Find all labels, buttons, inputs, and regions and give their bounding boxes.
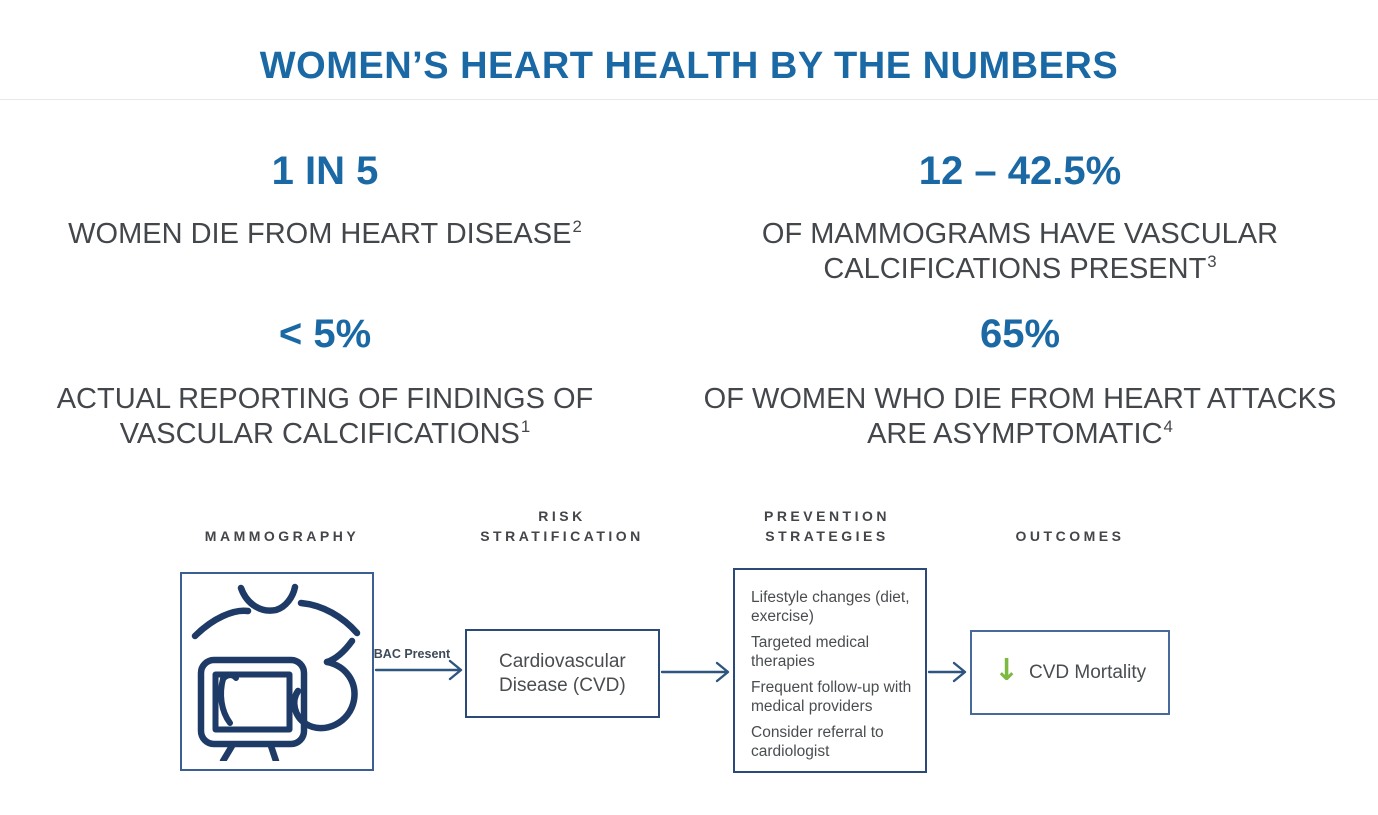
reference-superscript: 1 xyxy=(520,417,531,437)
stat-caption-text: OF MAMMOGRAMS HAVE VASCULAR CALCIFICATIO… xyxy=(761,218,1279,285)
outcomes-box: ↓ CVD Mortality xyxy=(970,630,1170,715)
arrow-mammography-to-cvd xyxy=(374,659,463,681)
stat-caption-mammograms: OF MAMMOGRAMS HAVE VASCULAR CALCIFICATIO… xyxy=(690,217,1350,287)
bac-present-label: BAC Present xyxy=(373,647,451,661)
diagram-header-risk-stratification: RISK STRATIFICATION xyxy=(480,508,644,544)
prevention-item-therapies: Targeted medical therapies xyxy=(751,634,870,670)
header-divider xyxy=(0,99,1378,100)
reference-superscript: 4 xyxy=(1163,417,1173,437)
stat-caption-text: OF WOMEN WHO DIE FROM HEART ATTACKS ARE … xyxy=(703,383,1337,450)
diagram-header-outcomes: OUTCOMES xyxy=(1015,528,1125,544)
cvd-box: Cardiovascular Disease (CVD) xyxy=(465,629,660,718)
prevention-item-lifestyle: Lifestyle changes (diet, exercise) xyxy=(751,589,910,625)
arrow-prevention-to-outcomes xyxy=(927,661,967,683)
mammography-box xyxy=(180,572,374,771)
stat-caption-text: ACTUAL REPORTING OF FINDINGS OF VASCULAR… xyxy=(56,383,594,450)
stat-caption-text: WOMEN DIE FROM HEART DISEASE xyxy=(68,218,572,250)
stat-value-65-percent: 65% xyxy=(979,312,1061,356)
stat-value-under-5-percent: < 5% xyxy=(278,312,372,356)
cvd-box-label: Cardiovascular Disease (CVD) xyxy=(499,650,626,696)
prevention-item-follow-up: Frequent follow-up with medical provider… xyxy=(751,679,912,715)
mammography-icon xyxy=(191,583,361,761)
stat-caption-asymptomatic: OF WOMEN WHO DIE FROM HEART ATTACKS ARE … xyxy=(690,382,1350,452)
page-title: WOMEN’S HEART HEALTH BY THE NUMBERS xyxy=(259,45,1119,88)
down-arrow-icon: ↓ xyxy=(993,652,1019,688)
stat-caption-reporting: ACTUAL REPORTING OF FINDINGS OF VASCULAR… xyxy=(20,382,630,452)
diagram-header-prevention-strategies: PREVENTION STRATEGIES xyxy=(763,508,890,544)
stat-value-12-42-percent: 12 – 42.5% xyxy=(918,149,1122,193)
diagram-header-mammography: MAMMOGRAPHY xyxy=(204,528,360,544)
stat-caption-1-in-5: WOMEN DIE FROM HEART DISEASE2 xyxy=(20,217,630,252)
reference-superscript: 2 xyxy=(572,217,582,237)
prevention-item-referral: Consider referral to cardiologist xyxy=(751,724,884,760)
outcome-label: CVD Mortality xyxy=(1028,661,1147,683)
stat-value-1-in-5: 1 IN 5 xyxy=(271,149,379,193)
reference-superscript: 3 xyxy=(1207,252,1217,272)
arrow-cvd-to-prevention xyxy=(660,661,730,683)
prevention-strategies-box: Lifestyle changes (diet, exercise) Targe… xyxy=(733,568,927,773)
